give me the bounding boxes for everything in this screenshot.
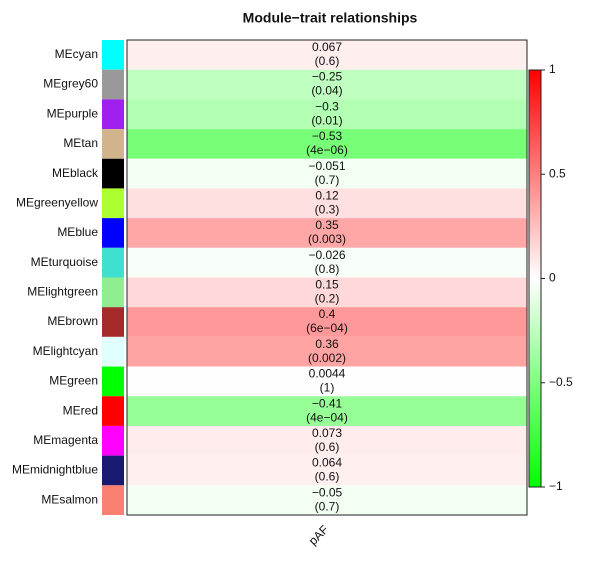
module-swatch [102,425,124,456]
row-label: MEcyan [55,47,98,61]
heat-cell [127,336,527,367]
row-label: MEblack [52,166,99,180]
colorbar-tick-label: 1 [549,62,556,76]
x-tick-label: pAF [306,522,331,547]
plot-frame [126,39,528,516]
value-label: −0.41 [312,396,343,410]
module-swatch [102,69,124,100]
colorbar-tick-label: −0.5 [549,375,573,389]
colorbar-tick-label: 0.5 [549,166,566,180]
chart-title: Module−trait relationships [243,10,418,26]
value-label: 0.12 [315,188,339,202]
colorbar [528,69,542,488]
p-value-label: (0.3) [315,202,340,216]
value-label: −0.026 [308,248,345,262]
p-value-label: (0.6) [315,470,340,484]
row-label: MEgreenyellow [16,195,98,209]
value-label: −0.53 [312,129,343,143]
p-value-label: (0.7) [315,173,340,187]
heat-cell [127,307,527,337]
value-label: 0.064 [312,456,342,470]
p-value-label: (0.04) [311,84,342,98]
value-label: −0.05 [312,485,343,499]
module-swatch [102,307,124,337]
module-swatch [102,366,124,397]
heat-cell [127,188,527,219]
p-value-label: (4e−04) [306,410,348,424]
value-label: 0.35 [315,218,339,232]
module-swatch [102,277,124,308]
row-label: MEpurple [47,106,99,120]
module-swatch [102,158,124,189]
value-label: −0.25 [312,70,343,84]
heat-cell [127,396,527,426]
p-value-label: (6e−04) [306,321,348,335]
row-label: MEbrown [47,314,98,328]
p-value-label: (0.8) [315,262,340,276]
value-label: 0.15 [315,278,339,292]
module-swatch [102,247,124,278]
row-label: MEred [63,403,98,417]
heat-cell [127,129,527,159]
p-value-label: (0.6) [315,54,340,68]
row-label: MEmagenta [33,433,98,447]
row-label: MEgrey60 [43,77,98,91]
heat-cell [127,99,527,130]
row-label: MElightcyan [33,344,98,358]
row-label: MEsalmon [41,492,98,506]
row-label: MEblue [57,225,98,239]
p-value-label: (0.2) [315,292,340,306]
heat-cell [127,485,527,515]
heat-cell [127,366,527,397]
p-value-label: (1) [320,381,335,395]
value-label: 0.073 [312,426,342,440]
p-value-label: (4e−06) [306,143,348,157]
row-label: MEtan [63,136,98,150]
p-value-label: (0.01) [311,113,342,127]
heat-cell [127,40,527,70]
p-value-label: (0.003) [308,232,346,246]
p-value-label: (0.6) [315,440,340,454]
colorbar-tick-label: −1 [549,479,563,493]
heat-cell [127,277,527,308]
module-swatch [102,218,124,248]
row-label: MEturquoise [31,255,99,269]
module-swatch [102,485,124,515]
heat-cell [127,218,527,248]
heat-cell [127,69,527,100]
value-label: −0.051 [308,159,345,173]
row-label: MEmidnightblue [12,463,98,477]
heat-cell [127,158,527,189]
heat-cell [127,247,527,278]
module-swatch [102,99,124,130]
value-label: 0.067 [312,40,342,54]
heat-cell [127,425,527,456]
module-swatch [102,396,124,426]
module-swatch [102,455,124,486]
module-swatch [102,129,124,159]
value-label: 0.4 [319,307,336,321]
value-label: 0.0044 [309,367,346,381]
row-label: MElightgreen [27,285,98,299]
heat-cell [127,455,527,486]
row-label: MEgreen [49,374,98,388]
value-label: 0.36 [315,337,339,351]
module-swatch [102,40,124,70]
module-swatch [102,336,124,367]
p-value-label: (0.002) [308,351,346,365]
value-label: −0.3 [315,99,339,113]
colorbar-tick-label: 0 [549,271,556,285]
module-swatch [102,188,124,219]
p-value-label: (0.7) [315,499,340,513]
